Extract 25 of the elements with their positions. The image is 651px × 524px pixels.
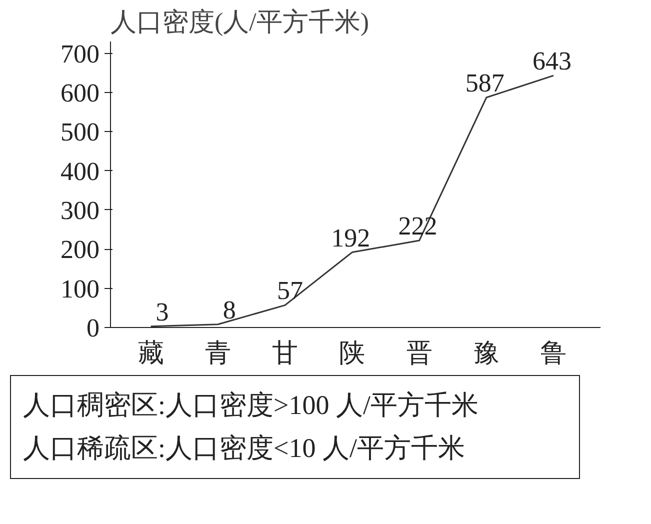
y-tick-label: 200	[60, 235, 100, 264]
data-label: 57	[277, 276, 304, 306]
x-tick-label: 豫	[473, 338, 500, 368]
y-tick-label: 300	[60, 196, 100, 225]
x-tick-label: 鲁	[540, 338, 567, 368]
x-tick-label: 甘	[272, 338, 298, 368]
line-series	[150, 74, 554, 328]
x-tick-label: 青	[204, 338, 231, 368]
chart-title: 人口密度(人/平方千米)	[110, 8, 370, 36]
x-tick-label: 晋	[406, 338, 432, 368]
y-tick-label: 0	[86, 314, 100, 342]
data-label: 8	[222, 295, 236, 324]
y-tick-label: 100	[60, 274, 100, 304]
data-label: 643	[532, 46, 572, 76]
data-label: 192	[331, 223, 370, 252]
data-label: 3	[156, 297, 169, 326]
y-tick-label: 500	[60, 118, 100, 147]
text: 人口稠密区:人口密度>100 人/平方千米	[23, 390, 478, 420]
x-tick-label: 藏	[138, 338, 164, 368]
data-label: 587	[465, 68, 504, 98]
x-tick-label: 陕	[339, 338, 366, 368]
text: 人口稀疏区:人口密度<10 人/平方千米	[23, 433, 465, 464]
y-tick-label: 700	[60, 39, 100, 68]
y-tick-label: 400	[60, 156, 100, 186]
y-tick-label: 600	[60, 78, 100, 108]
